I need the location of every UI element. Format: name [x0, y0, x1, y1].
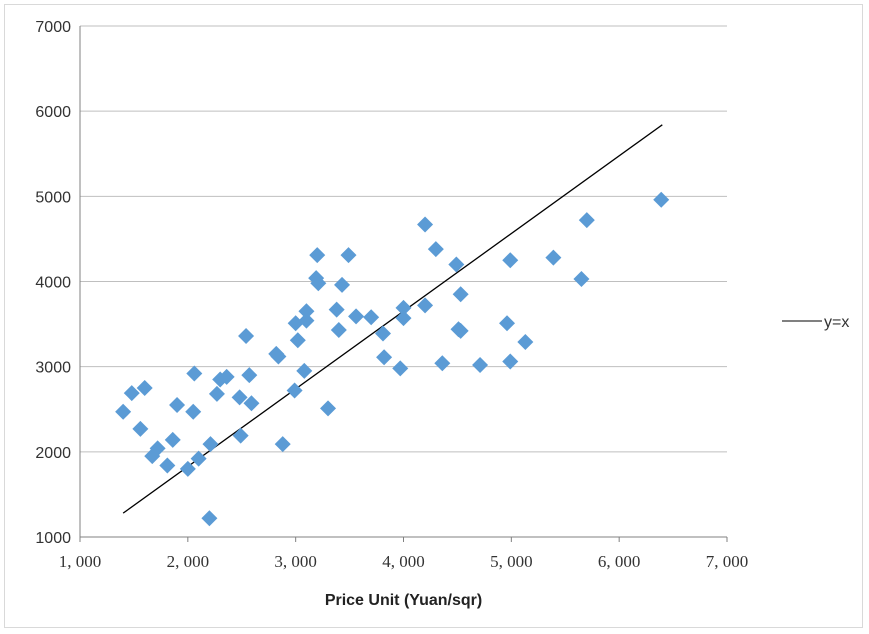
data-point — [232, 427, 249, 444]
data-point — [434, 355, 451, 372]
x-tick-label: 1, 000 — [59, 552, 102, 571]
y-tick-label: 6000 — [35, 104, 71, 121]
data-point — [452, 286, 469, 303]
data-point — [287, 315, 304, 332]
data-point — [185, 403, 202, 420]
y-tick-label: 7000 — [35, 19, 71, 36]
data-point — [499, 315, 516, 332]
data-point — [417, 297, 434, 314]
data-point — [298, 303, 315, 320]
data-point — [286, 382, 303, 399]
reference-line-y-equals-x — [122, 124, 663, 514]
data-point — [334, 276, 351, 293]
data-point — [202, 436, 219, 453]
data-point — [417, 216, 434, 233]
data-point — [186, 365, 203, 382]
data-point — [573, 270, 590, 287]
data-point — [136, 379, 153, 396]
data-point — [132, 420, 149, 437]
x-axis-ticks: 1, 000 2, 000 3, 000 4, 000 5, 000 6, 000 7, 0… — [59, 537, 749, 571]
data-point — [348, 308, 365, 325]
legend-label: y=x — [824, 314, 849, 331]
y-tick-label: 2000 — [35, 445, 71, 462]
data-point — [340, 247, 357, 264]
data-point — [502, 252, 519, 269]
data-point — [289, 332, 306, 349]
y-tick-label: 4000 — [35, 275, 71, 292]
data-point — [159, 457, 176, 474]
data-point — [320, 400, 337, 417]
data-point — [395, 299, 412, 316]
x-tick-label: 5, 000 — [490, 552, 533, 571]
data-point — [298, 312, 315, 329]
y-tick-label: 3000 — [35, 360, 71, 377]
x-tick-label: 3, 000 — [274, 552, 317, 571]
data-point — [502, 353, 519, 370]
data-point — [115, 403, 132, 420]
data-point — [231, 389, 248, 406]
legend: y=x — [782, 314, 849, 331]
data-point — [164, 431, 181, 448]
data-point — [169, 396, 186, 413]
data-point — [201, 510, 218, 527]
data-point — [208, 385, 225, 402]
data-points — [115, 191, 670, 527]
x-tick-label: 6, 000 — [598, 552, 641, 571]
chart-frame — [4, 4, 863, 628]
data-point — [427, 241, 444, 258]
data-point — [149, 440, 166, 457]
data-point — [392, 360, 409, 377]
data-point — [452, 322, 469, 339]
x-axis-label: Price Unit (Yuan/sqr) — [325, 592, 482, 609]
data-point — [472, 356, 489, 373]
data-point — [363, 309, 380, 326]
data-point — [179, 460, 196, 477]
data-point — [123, 385, 140, 402]
data-point — [328, 301, 345, 318]
y-axis-ticks: 1000 2000 3000 4000 5000 6000 7000 — [35, 19, 71, 547]
data-point — [270, 348, 287, 365]
y-tick-label: 1000 — [35, 530, 71, 547]
data-point — [376, 349, 393, 366]
data-point — [241, 367, 258, 384]
data-point — [309, 247, 326, 264]
data-point — [274, 436, 291, 453]
data-point — [310, 275, 327, 292]
x-tick-label: 7, 000 — [706, 552, 749, 571]
data-point — [395, 310, 412, 327]
data-point — [545, 249, 562, 266]
reference-line — [122, 124, 663, 514]
data-point — [238, 328, 255, 345]
data-point — [517, 333, 534, 350]
x-tick-label: 2, 000 — [167, 552, 210, 571]
gridlines — [80, 25, 727, 453]
data-point — [448, 256, 465, 273]
data-point — [218, 368, 235, 385]
data-point — [190, 450, 207, 467]
data-point — [375, 325, 392, 342]
y-tick-label: 5000 — [35, 189, 71, 206]
data-point — [653, 191, 670, 208]
data-point — [330, 322, 347, 339]
data-point — [296, 362, 313, 379]
data-point — [578, 212, 595, 229]
data-point — [243, 395, 260, 412]
x-tick-label: 4, 000 — [382, 552, 425, 571]
